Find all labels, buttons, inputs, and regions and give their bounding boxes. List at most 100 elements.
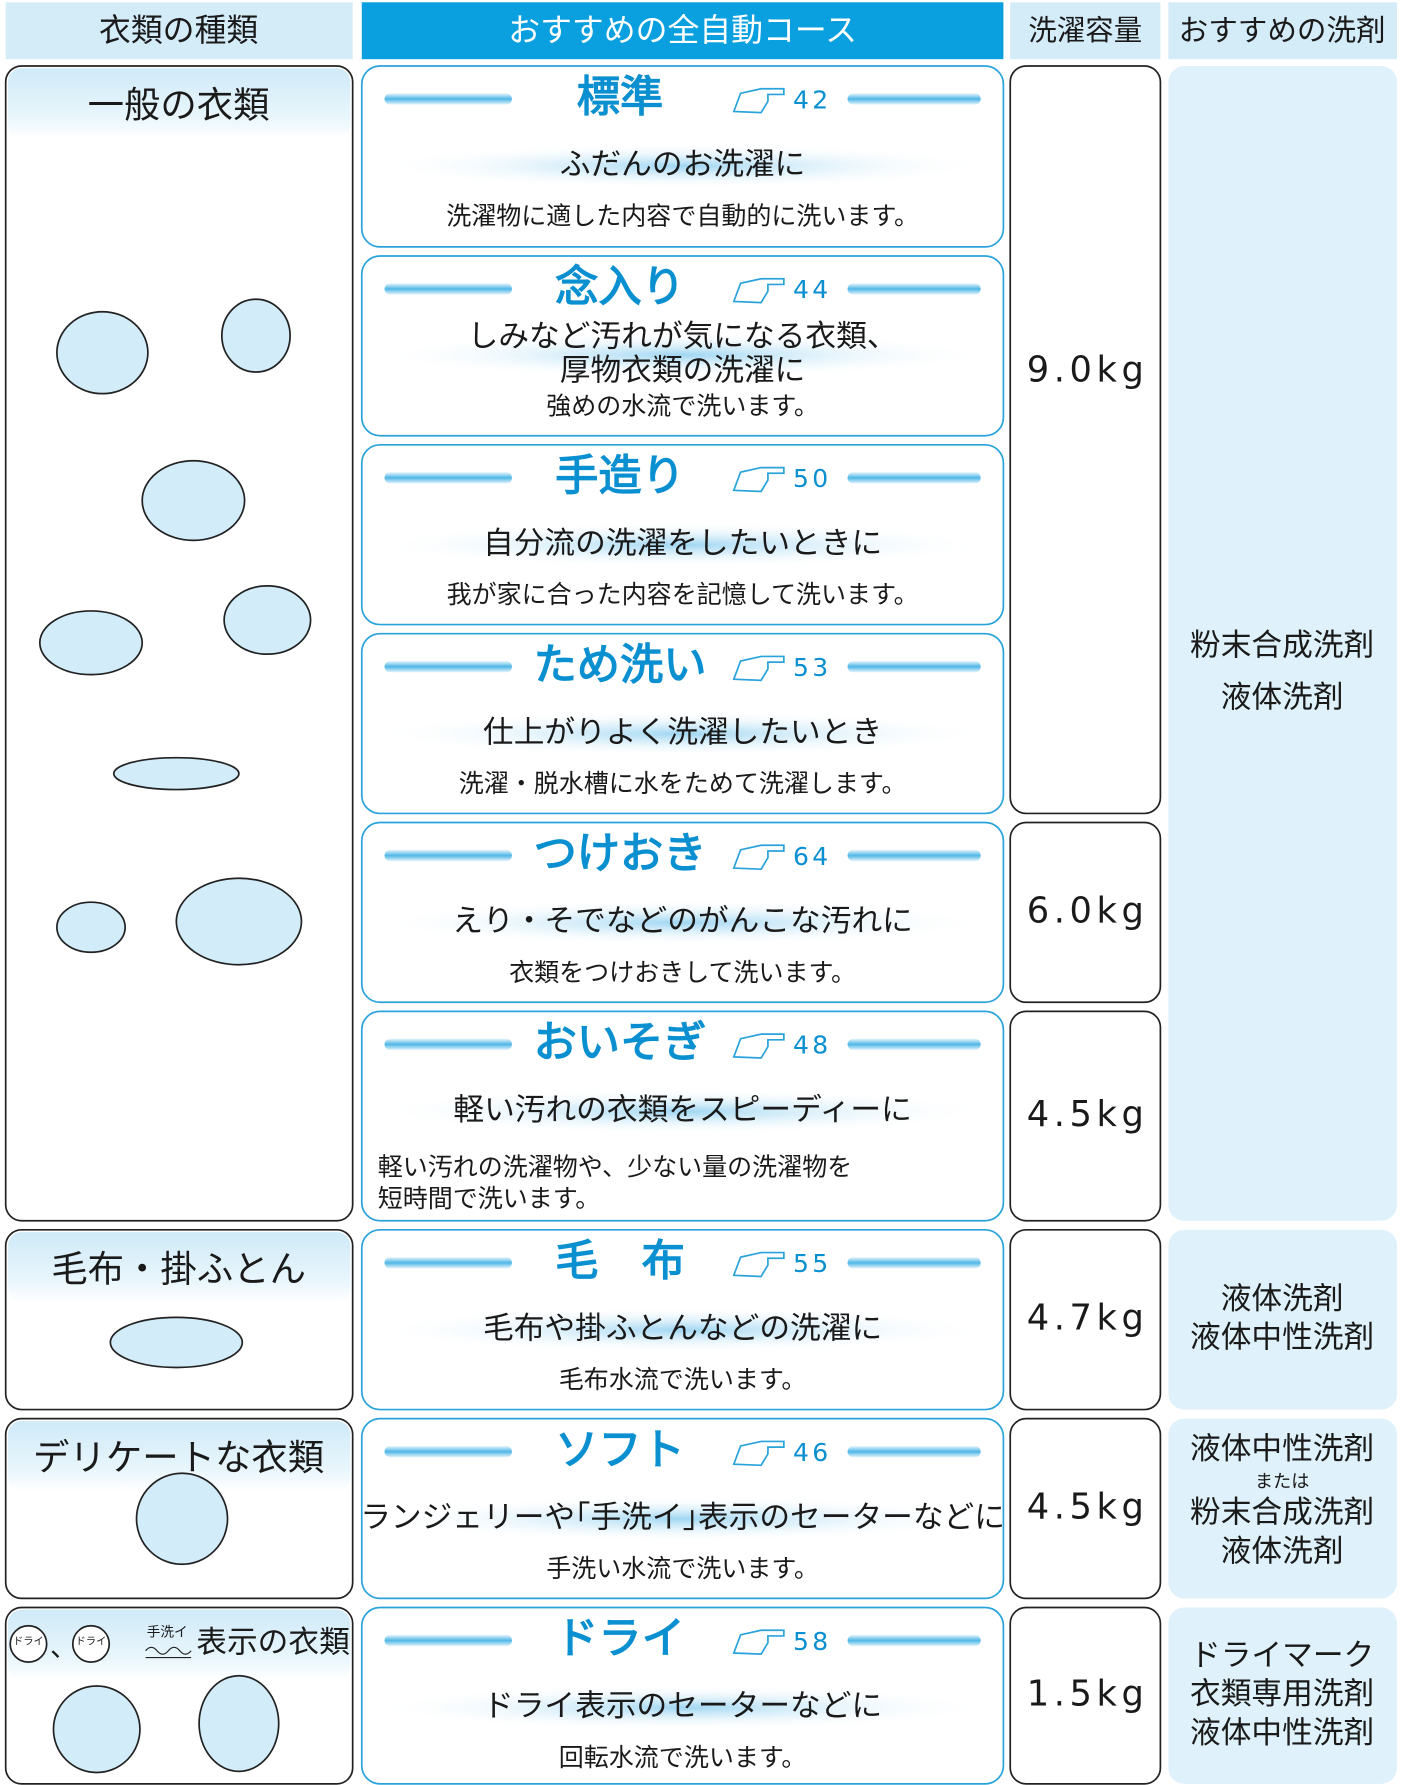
- care-icon: [9, 1624, 48, 1663]
- course-name: 手造り: [555, 451, 685, 501]
- subtitle-glow: [375, 1496, 990, 1542]
- garment-illustration: [56, 310, 149, 395]
- capacity-box: [1009, 821, 1162, 1004]
- course-name: つけおき: [534, 829, 707, 879]
- pointer-icon: [732, 87, 785, 114]
- pointer-icon: [732, 844, 785, 871]
- subtitle-glow: [375, 332, 990, 378]
- garment-illustration: [175, 877, 303, 966]
- course-description: 衣類をつけおきして洗います。: [509, 958, 856, 987]
- detergent-text: 液体洗剤: [1221, 1533, 1344, 1569]
- detergent-text: 液体中性洗剤: [1190, 1320, 1374, 1356]
- course-name: ため洗い: [534, 640, 707, 690]
- care-icon: [145, 1646, 192, 1659]
- course-subtitle: ふだんのお洗濯に: [560, 147, 806, 183]
- care-icon: [71, 1624, 111, 1663]
- detergent-text: 液体中性洗剤: [1190, 1431, 1374, 1467]
- detergent-text: 粉末合成洗剤: [1190, 1495, 1374, 1531]
- page-ref: 42: [793, 85, 832, 114]
- title-bar: [847, 1038, 981, 1051]
- course-subtitle: 仕上がりよく洗濯したいとき: [483, 714, 882, 750]
- title-bar: [384, 1257, 512, 1269]
- garment-illustration: [135, 1472, 229, 1566]
- label-band: [7, 1232, 351, 1303]
- course-description: 我が家に合った内容を記憶して洗います。: [447, 580, 919, 609]
- capacity-box: [1009, 1417, 1162, 1600]
- header-cell: [1010, 2, 1161, 60]
- course-subtitle: 毛布や掛ふとんなどの洗濯に: [483, 1310, 882, 1346]
- course-description: 手洗い水流で洗います。: [546, 1554, 819, 1583]
- garment-illustration: [52, 1685, 141, 1774]
- page-ref: 50: [793, 464, 832, 493]
- pointer-icon: [732, 1251, 785, 1278]
- clothing-label: 毛布・掛ふとん: [51, 1247, 306, 1290]
- course-subtitle: しみなど汚れが気になる衣類、: [468, 318, 898, 354]
- pointer-icon: [732, 277, 785, 304]
- subtitle-glow: [375, 143, 990, 189]
- garment-illustration: [38, 610, 144, 676]
- title-bar: [847, 660, 981, 673]
- garment-illustration: [56, 901, 126, 954]
- title-bar: [384, 660, 512, 673]
- pointer-icon: [732, 1033, 785, 1059]
- course-subtitle: 軽い汚れの衣類をスピーディーに: [453, 1092, 911, 1128]
- course-description: 強めの水流で洗います。: [546, 391, 819, 420]
- garment-illustration: [141, 459, 246, 542]
- care-icon-text: ドライ: [76, 1636, 107, 1648]
- garment-illustration: [223, 585, 312, 656]
- title-bar: [847, 849, 981, 862]
- header-text: おすすめの洗剤: [1179, 13, 1386, 47]
- page-ref: 64: [793, 842, 832, 871]
- title-bar: [384, 1038, 512, 1051]
- course-name: 毛 布: [555, 1236, 685, 1286]
- pointer-icon: [732, 1629, 785, 1656]
- page-ref: 48: [793, 1031, 832, 1060]
- detergent-box: [1168, 65, 1398, 1221]
- subtitle-glow: [375, 899, 990, 946]
- label-band: [7, 1420, 351, 1492]
- header-cell: [5, 2, 353, 60]
- capacity-box: [1009, 1010, 1162, 1222]
- course-subtitle: ランジェリーや｢手洗イ｣表示のセーターなどに: [360, 1499, 1005, 1535]
- course-description: 軽い汚れの洗濯物や、少ない量の洗濯物を: [378, 1152, 853, 1181]
- care-icon-text: ドライ: [13, 1636, 44, 1648]
- detergent-text: 液体洗剤: [1221, 680, 1344, 716]
- title-bar: [847, 93, 981, 105]
- garment-illustration: [112, 756, 240, 791]
- separator: 、: [50, 1632, 77, 1663]
- clothing-label: 一般の衣類: [88, 83, 270, 126]
- page-ref: 44: [793, 275, 832, 304]
- garment-illustration: [109, 1316, 244, 1369]
- header-text: 洗濯容量: [1028, 14, 1142, 47]
- course-description: 回転水流で洗います。: [559, 1743, 807, 1772]
- header-text: おすすめの全自動コース: [508, 11, 857, 49]
- course-subtitle: えり・そでなどのがんこな汚れに: [452, 903, 913, 939]
- page-ref: 58: [793, 1627, 832, 1656]
- capacity-box: [1009, 1228, 1162, 1411]
- detergent-text: ドライマーク: [1190, 1638, 1374, 1674]
- course-description: 短時間で洗います。: [378, 1184, 601, 1213]
- subtitle-glow: [375, 522, 990, 568]
- course-subtitle: ドライ表示のセーターなどに: [483, 1688, 882, 1724]
- pointer-icon: [732, 1440, 785, 1467]
- course-name: 念入り: [555, 263, 685, 313]
- capacity-value: 1.5kg: [1027, 1674, 1149, 1715]
- detergent-box: [1168, 1229, 1398, 1410]
- capacity-box: [1009, 1606, 1162, 1785]
- capacity-value: 4.7kg: [1027, 1298, 1149, 1339]
- pointer-icon: [732, 655, 785, 682]
- course-description: 洗濯物に適した内容で自動的に洗います。: [446, 201, 919, 230]
- detergent-text: 液体洗剤: [1221, 1281, 1344, 1317]
- capacity-value: 6.0kg: [1027, 890, 1149, 931]
- course-subtitle: 自分流の洗濯をしたいときに: [483, 525, 882, 561]
- course-description: 毛布水流で洗います。: [559, 1365, 807, 1394]
- course-name: おいそぎ: [534, 1018, 707, 1068]
- title-bar: [384, 283, 512, 295]
- capacity-value: 4.5kg: [1027, 1094, 1149, 1135]
- title-bar: [847, 1445, 981, 1458]
- capacity-value: 9.0kg: [1027, 349, 1149, 390]
- clothing-label: 表示の衣類: [196, 1624, 350, 1660]
- capacity-box: [1009, 65, 1162, 815]
- course-name: 標準: [577, 73, 663, 123]
